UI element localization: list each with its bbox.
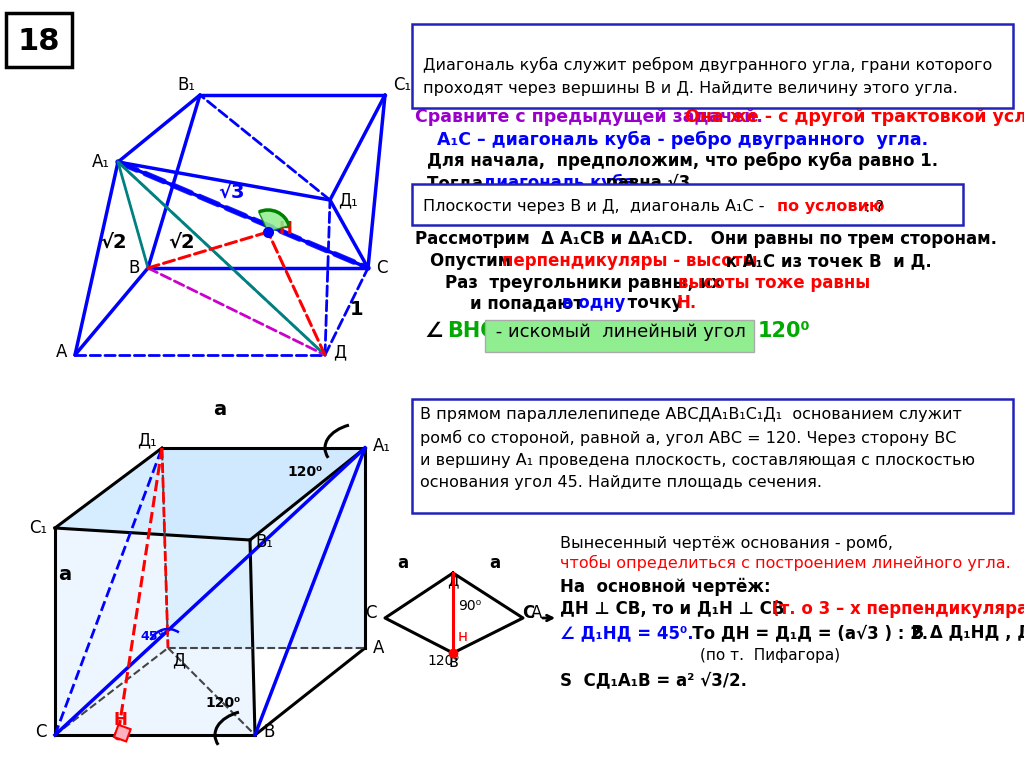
Text: Н: Н [278, 220, 292, 238]
Text: А: А [531, 604, 543, 622]
Text: 1: 1 [350, 300, 364, 319]
FancyBboxPatch shape [412, 399, 1013, 513]
Text: 120⁰: 120⁰ [287, 465, 323, 479]
Text: проходят через вершины В и Д. Найдите величину этого угла.: проходят через вершины В и Д. Найдите ве… [423, 81, 957, 96]
Text: В: В [263, 723, 274, 741]
Text: 45°: 45° [140, 630, 164, 643]
Text: равна √3 .: равна √3 . [600, 174, 702, 192]
Polygon shape [55, 528, 255, 735]
FancyBboxPatch shape [485, 320, 754, 352]
Text: С₁: С₁ [29, 519, 47, 537]
Text: √3: √3 [218, 183, 245, 202]
Text: А₁: А₁ [92, 153, 110, 171]
Text: основания угол 45. Найдите площадь сечения.: основания угол 45. Найдите площадь сечен… [420, 475, 822, 489]
Text: С: С [522, 604, 534, 622]
Text: С: С [366, 604, 377, 622]
Text: а: а [213, 400, 226, 419]
Text: С₁: С₁ [393, 76, 411, 94]
Text: На  основной чертёж:: На основной чертёж: [560, 578, 771, 596]
Text: по условию: по условию [777, 199, 885, 215]
Text: : ?: : ? [865, 199, 884, 215]
Text: а: а [397, 554, 409, 572]
FancyBboxPatch shape [6, 13, 72, 67]
Text: н: н [458, 629, 468, 644]
Text: и попадают: и попадают [470, 294, 595, 312]
Text: √2: √2 [100, 233, 127, 252]
Text: В Δ Д₁НД , Д₁Н = а√3/2.: В Δ Д₁НД , Д₁Н = а√3/2. [900, 624, 1024, 642]
Text: - искомый  линейный угол: - искомый линейный угол [490, 323, 745, 341]
Text: Сравните с предыдущей задачей.: Сравните с предыдущей задачей. [415, 108, 763, 126]
Text: Д: Д [172, 651, 185, 669]
Polygon shape [55, 448, 365, 540]
Text: Плоскости через В и Д,  диагональ А₁С -: Плоскости через В и Д, диагональ А₁С - [423, 199, 770, 215]
FancyBboxPatch shape [412, 24, 1013, 108]
Text: ∠ Д₁НД = 45⁰.: ∠ Д₁НД = 45⁰. [560, 624, 693, 642]
Text: к А₁С из точек В  и Д.: к А₁С из точек В и Д. [720, 252, 932, 270]
Text: 18: 18 [17, 28, 60, 57]
Text: Тогда: Тогда [427, 174, 495, 192]
Text: Рассмотрим  Δ А₁СВ и ΔА₁CD.   Они равны по трем сторонам.: Рассмотрим Δ А₁СВ и ΔА₁CD. Они равны по … [415, 230, 997, 248]
Text: точку: точку [616, 294, 688, 312]
Text: Д₁: Д₁ [338, 191, 357, 209]
Text: Д: Д [333, 343, 346, 361]
Text: и вершину А₁ проведена плоскость, составляющая с плоскостью: и вершину А₁ проведена плоскость, состав… [420, 453, 975, 468]
Text: а: а [489, 554, 501, 572]
Text: S  СД₁А₁В = а² √3/2.: S СД₁А₁В = а² √3/2. [560, 671, 746, 689]
Text: (по т.  Пифагора): (по т. Пифагора) [700, 648, 840, 663]
Text: С: С [36, 723, 47, 741]
Text: А₁: А₁ [373, 437, 391, 455]
Text: Н.: Н. [677, 294, 697, 312]
Text: √2: √2 [168, 233, 195, 252]
Text: Опустим: Опустим [430, 252, 522, 270]
Text: в одну: в одну [562, 294, 626, 312]
Text: В₁: В₁ [177, 76, 195, 94]
Text: Д₁: Д₁ [137, 431, 157, 449]
Text: чтобы определиться с построением линейного угла.: чтобы определиться с построением линейно… [560, 555, 1011, 571]
Text: Раз  треугольники равны, их: Раз треугольники равны, их [445, 274, 728, 292]
Text: С: С [376, 259, 387, 277]
Text: В: В [129, 259, 140, 277]
Text: 120⁰: 120⁰ [427, 654, 459, 668]
Text: А: А [55, 343, 67, 361]
Text: 120⁰: 120⁰ [205, 696, 240, 710]
Polygon shape [259, 210, 289, 232]
Text: в: в [449, 653, 458, 671]
Text: 90⁰: 90⁰ [458, 599, 481, 613]
Text: высоты тоже равны: высоты тоже равны [678, 274, 870, 292]
Polygon shape [114, 725, 131, 742]
Text: В прямом параллелепипеде АВСДА₁В₁С₁Д₁  основанием служит: В прямом параллелепипеде АВСДА₁В₁С₁Д₁ ос… [420, 407, 962, 423]
Text: д: д [447, 571, 459, 589]
Text: Диагональ куба служит ребром двугранного угла, грани которого: Диагональ куба служит ребром двугранного… [423, 57, 992, 73]
Text: А: А [373, 639, 384, 657]
Text: Н: Н [113, 711, 127, 729]
Text: А₁С – диагональ куба - ребро двугранного  угла.: А₁С – диагональ куба - ребро двугранного… [437, 131, 928, 149]
Text: перпендикуляры - высоты: перпендикуляры - высоты [502, 252, 758, 270]
Text: В₁: В₁ [255, 533, 273, 551]
Text: а: а [58, 565, 72, 584]
Text: 120⁰: 120⁰ [758, 321, 811, 341]
FancyBboxPatch shape [412, 184, 963, 225]
Text: (т. о 3 – х перпендикулярах): (т. о 3 – х перпендикулярах) [772, 600, 1024, 618]
Text: ∠: ∠ [425, 321, 451, 341]
Text: То ДН = Д₁Д = (а√3 ) : 2.: То ДН = Д₁Д = (а√3 ) : 2. [675, 624, 928, 642]
Polygon shape [162, 448, 365, 648]
Text: диагональ куба: диагональ куба [483, 174, 635, 192]
Text: Она же - с другой трактовкой условия.: Она же - с другой трактовкой условия. [673, 108, 1024, 126]
Text: ВНО: ВНО [447, 321, 498, 341]
Text: Вынесенный чертёж основания - ромб,: Вынесенный чертёж основания - ромб, [560, 535, 893, 551]
Text: ДН ⊥ СВ, то и Д₁Н ⊥ СВ: ДН ⊥ СВ, то и Д₁Н ⊥ СВ [560, 600, 791, 618]
Text: ромб со стороной, равной a, угол АВС = 120. Через сторону ВС: ромб со стороной, равной a, угол АВС = 1… [420, 430, 956, 446]
Text: Для начала,  предположим, что ребро куба равно 1.: Для начала, предположим, что ребро куба … [427, 152, 938, 170]
